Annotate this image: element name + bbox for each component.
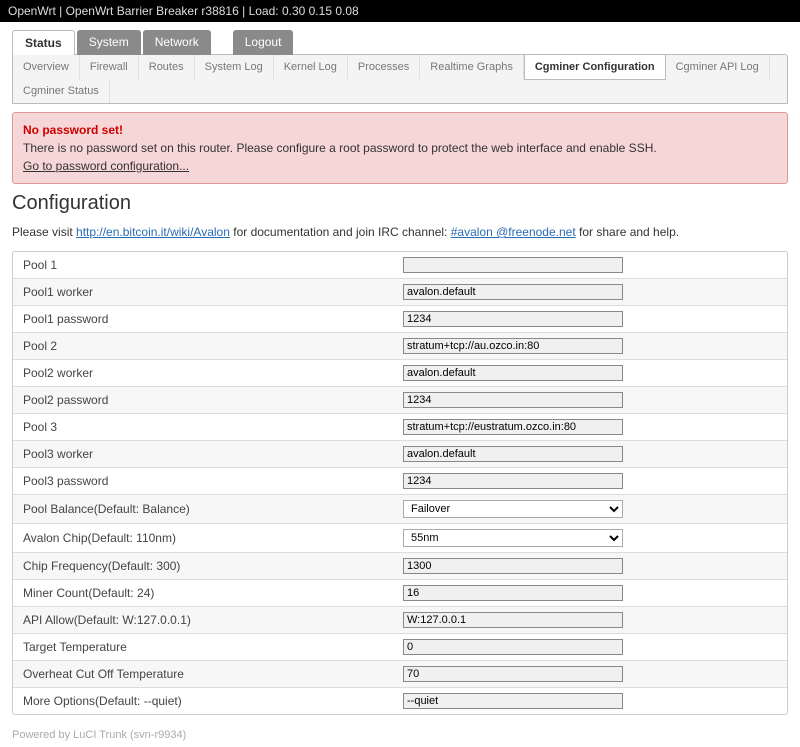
pool2-input[interactable] — [403, 338, 623, 354]
target-temp-input[interactable] — [403, 639, 623, 655]
footer-text: Powered by LuCI Trunk (svn-r9934) — [0, 723, 800, 747]
api-allow-input[interactable] — [403, 612, 623, 628]
pool1-worker-input[interactable] — [403, 284, 623, 300]
brand-label: OpenWrt — [8, 4, 56, 18]
password-config-link[interactable]: Go to password configuration... — [23, 159, 189, 173]
more-options-label: More Options(Default: --quiet) — [23, 694, 403, 708]
subtab-realtime[interactable]: Realtime Graphs — [420, 55, 524, 79]
warning-box: No password set! There is no password se… — [12, 112, 788, 184]
subtab-kernellog[interactable]: Kernel Log — [274, 55, 348, 79]
subtab-overview[interactable]: Overview — [13, 55, 80, 79]
pool3-worker-label: Pool3 worker — [23, 447, 403, 461]
subtab-cgminer-status[interactable]: Cgminer Status — [13, 79, 110, 103]
pool1-password-input[interactable] — [403, 311, 623, 327]
pool1-password-label: Pool1 password — [23, 312, 403, 326]
pool1-label: Pool 1 — [23, 258, 403, 272]
warning-title: No password set! — [23, 123, 123, 137]
pool1-input[interactable] — [403, 257, 623, 273]
tab-status[interactable]: Status — [12, 30, 75, 55]
top-bar: OpenWrt | OpenWrt Barrier Breaker r38816… — [0, 0, 800, 22]
tab-system[interactable]: System — [77, 30, 141, 55]
irc-link[interactable]: #avalon @freenode.net — [451, 225, 576, 239]
pool3-worker-input[interactable] — [403, 446, 623, 462]
pool2-worker-label: Pool2 worker — [23, 366, 403, 380]
subtab-firewall[interactable]: Firewall — [80, 55, 139, 79]
pool2-password-label: Pool2 password — [23, 393, 403, 407]
pool3-label: Pool 3 — [23, 420, 403, 434]
version-label: OpenWrt Barrier Breaker r38816 — [66, 4, 239, 18]
subtab-processes[interactable]: Processes — [348, 55, 420, 79]
chip-freq-input[interactable] — [403, 558, 623, 574]
miner-count-label: Miner Count(Default: 24) — [23, 586, 403, 600]
tab-logout[interactable]: Logout — [233, 30, 294, 55]
page-title: Configuration — [12, 192, 788, 215]
sub-tabs: Overview Firewall Routes System Log Kern… — [13, 55, 787, 103]
main-tabs: Status System Network Logout — [12, 30, 788, 55]
tab-network[interactable]: Network — [143, 30, 211, 55]
load-label: Load: 0.30 0.15 0.08 — [249, 4, 359, 18]
doc-link[interactable]: http://en.bitcoin.it/wiki/Avalon — [76, 225, 230, 239]
miner-count-input[interactable] — [403, 585, 623, 601]
config-form: Pool 1 Pool1 worker Pool1 password Pool … — [12, 251, 788, 715]
chip-freq-label: Chip Frequency(Default: 300) — [23, 559, 403, 573]
pool3-password-label: Pool3 password — [23, 474, 403, 488]
target-temp-label: Target Temperature — [23, 640, 403, 654]
subtab-cgminer-config[interactable]: Cgminer Configuration — [524, 55, 666, 80]
pool2-password-input[interactable] — [403, 392, 623, 408]
subtab-cgminer-apilog[interactable]: Cgminer API Log — [666, 55, 770, 79]
pool1-worker-label: Pool1 worker — [23, 285, 403, 299]
pool-balance-label: Pool Balance(Default: Balance) — [23, 502, 403, 516]
intro-text: Please visit http://en.bitcoin.it/wiki/A… — [12, 225, 788, 239]
avalon-chip-label: Avalon Chip(Default: 110nm) — [23, 531, 403, 545]
overheat-temp-label: Overheat Cut Off Temperature — [23, 667, 403, 681]
subtab-routes[interactable]: Routes — [139, 55, 195, 79]
avalon-chip-select[interactable]: 55nm — [403, 529, 623, 547]
pool2-label: Pool 2 — [23, 339, 403, 353]
pool-balance-select[interactable]: Failover — [403, 500, 623, 518]
warning-text: There is no password set on this router.… — [23, 141, 657, 155]
subtab-systemlog[interactable]: System Log — [195, 55, 274, 79]
overheat-temp-input[interactable] — [403, 666, 623, 682]
api-allow-label: API Allow(Default: W:127.0.0.1) — [23, 613, 403, 627]
more-options-input[interactable] — [403, 693, 623, 709]
pool2-worker-input[interactable] — [403, 365, 623, 381]
pool3-input[interactable] — [403, 419, 623, 435]
pool3-password-input[interactable] — [403, 473, 623, 489]
